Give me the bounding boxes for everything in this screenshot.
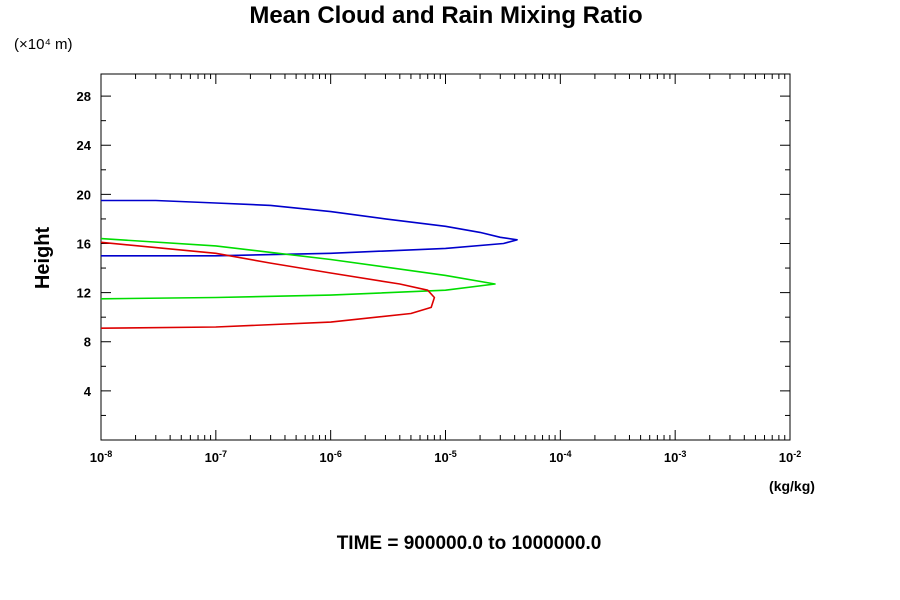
x-tick-label: 10-2 <box>779 449 801 465</box>
time-footer: TIME = 900000.0 to 1000000.0 <box>337 533 602 554</box>
x-tick-label: 10-4 <box>549 449 571 465</box>
x-tick-label: 10-3 <box>664 449 686 465</box>
y-tick-label: 16 <box>77 236 91 251</box>
y-ticks: 4 8 12 16 20 24 28 <box>77 89 790 416</box>
y-tick-label: 20 <box>77 187 91 202</box>
series-line-3 <box>100 241 436 329</box>
series-line-2 <box>100 237 496 300</box>
y-tick-label: 12 <box>77 286 91 301</box>
x-tick-label: 10-8 <box>90 449 112 465</box>
plot-frame <box>100 73 791 441</box>
y-scale-note: (×10⁴ m) <box>14 36 73 53</box>
y-tick-label: 8 <box>84 335 91 350</box>
x-tick-label: 10-7 <box>205 449 227 465</box>
x-axis-unit: (kg/kg) <box>769 478 815 494</box>
x-ticks: 10-8 10-7 10-6 10-5 10-4 10-3 10-2 <box>90 74 801 465</box>
y-tick-label: 24 <box>77 138 92 153</box>
chart-title: Mean Cloud and Rain Mixing Ratio <box>249 2 642 29</box>
series-group <box>100 199 518 329</box>
y-tick-label: 4 <box>84 384 92 399</box>
x-tick-label: 10-6 <box>319 449 341 465</box>
series-line-1 <box>101 199 518 257</box>
y-tick-label: 28 <box>77 89 91 104</box>
y-axis-label: Height <box>32 227 54 290</box>
x-tick-label: 10-5 <box>434 449 456 465</box>
